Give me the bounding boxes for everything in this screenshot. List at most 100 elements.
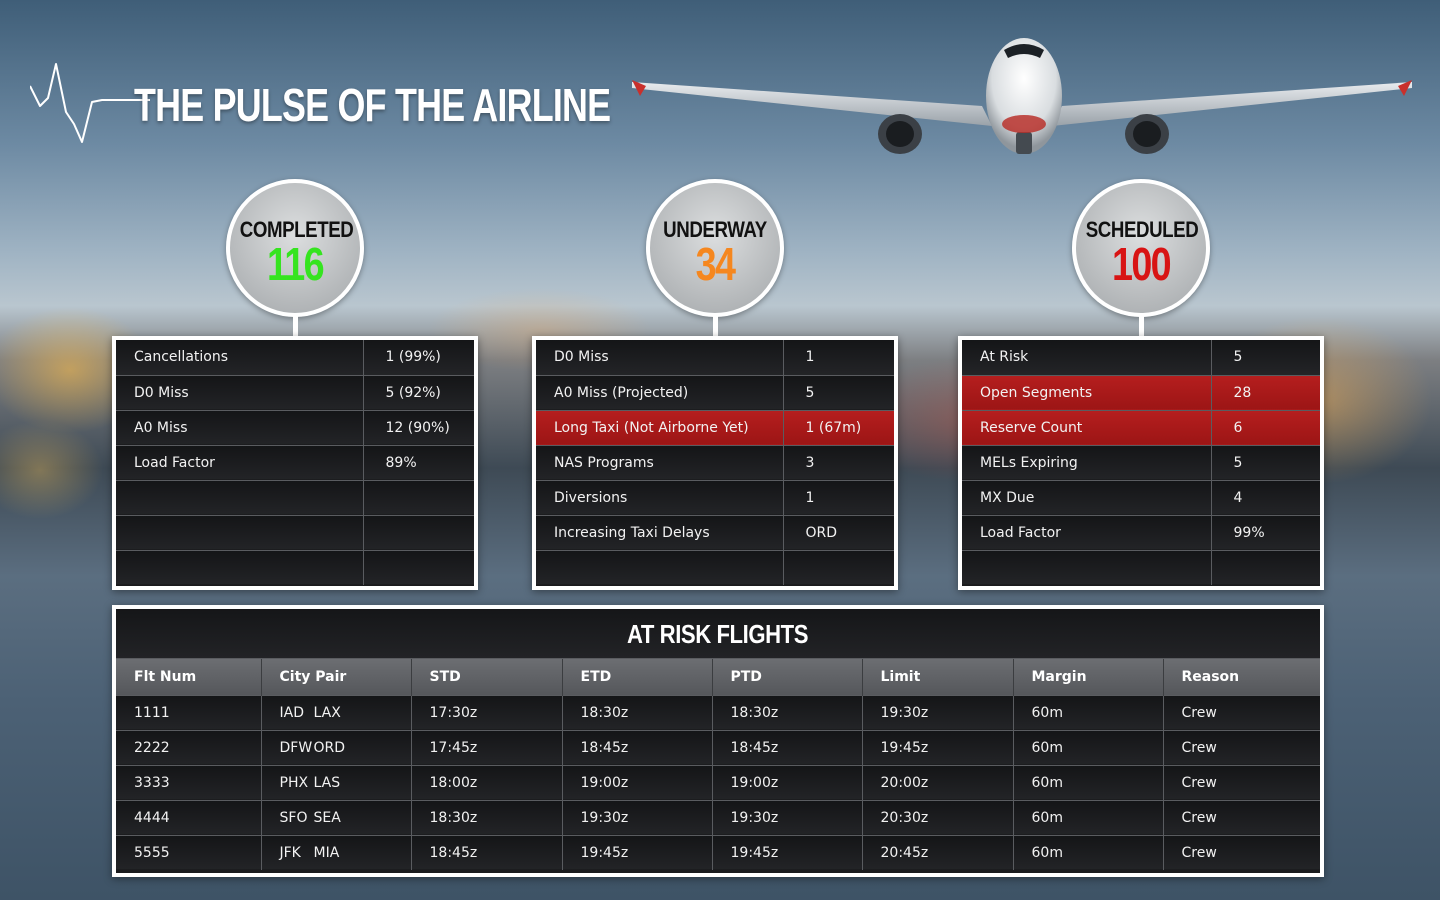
- stat-value: 3: [782, 445, 894, 481]
- stat-row: Reserve Count 6: [962, 410, 1320, 446]
- limit-cell: 20:00z: [861, 764, 1013, 800]
- reason-cell: Crew: [1162, 764, 1320, 800]
- stat-value: 6: [1210, 410, 1320, 446]
- stat-value: ORD: [782, 515, 894, 551]
- stat-label: MELs Expiring: [962, 445, 1211, 481]
- limit-cell: 19:45z: [861, 729, 1013, 765]
- stat-row: Open Segments 28: [962, 375, 1320, 411]
- column-header: Reason: [1162, 659, 1320, 695]
- stat-value: 5: [1210, 340, 1320, 376]
- destination-code: LAX: [313, 704, 341, 721]
- underway-table: D0 Miss 1 A0 Miss (Projected) 5 Long Taxi (N…: [536, 340, 894, 585]
- stat-label: MX Due: [962, 480, 1211, 516]
- city-pair-cell: SFO SEA: [260, 799, 411, 835]
- page-title: THE PULSE OF THE AIRLINE: [134, 79, 611, 131]
- etd-cell: 18:45z: [561, 729, 712, 765]
- stat-value: [782, 550, 894, 585]
- stat-row: [116, 480, 474, 516]
- stat-row: NAS Programs 3: [536, 445, 894, 481]
- scheduled-table: At Risk 5 Open Segments 28 Reserve Count 6 MEL…: [962, 340, 1320, 585]
- table-row: 3333 PHX LAS 18:00z 19:00z 19:00z 20:00z 60m Cre…: [116, 764, 1320, 800]
- stat-row: [962, 550, 1320, 585]
- std-cell: 18:30z: [410, 799, 562, 835]
- stat-value: 5 (92%): [362, 375, 474, 411]
- std-cell: 18:00z: [410, 764, 562, 800]
- stat-row: A0 Miss 12 (90%): [116, 410, 474, 446]
- stat-value: 12 (90%): [362, 410, 474, 446]
- completed-panel: Cancellations 1 (99%) D0 Miss 5 (92%) A0 Mis…: [112, 336, 478, 590]
- column-header: Margin: [1012, 659, 1163, 695]
- city-pair-cell: JFK MIA: [260, 834, 411, 870]
- stat-value: [362, 480, 474, 516]
- origin-code: SFO: [279, 809, 308, 826]
- column-header: PTD: [711, 659, 862, 695]
- stat-row: A0 Miss (Projected) 5: [536, 375, 894, 411]
- header: THE PULSE OF THE AIRLINE: [30, 62, 611, 144]
- at-risk-table: Flt Num City Pair STD ETD PTD Limit Margin Reas…: [116, 659, 1320, 870]
- flt-cell: 2222: [116, 729, 261, 765]
- at-risk-panel: AT RISK FLIGHTS Flt Num City Pair STD ETD PT…: [112, 605, 1324, 877]
- underway-panel: D0 Miss 1 A0 Miss (Projected) 5 Long Taxi (N…: [532, 336, 898, 590]
- underway-label: UNDERWAY: [663, 217, 767, 242]
- margin-cell: 60m: [1012, 764, 1163, 800]
- stat-value: 89%: [362, 445, 474, 481]
- completed-connector: [293, 315, 298, 339]
- underway-connector: [713, 315, 718, 339]
- stat-label: [116, 480, 363, 516]
- stat-label: A0 Miss: [116, 410, 363, 446]
- stat-value: 1 (67m): [782, 410, 894, 446]
- stat-row: MX Due 4: [962, 480, 1320, 516]
- stat-label: Increasing Taxi Delays: [536, 515, 783, 551]
- stat-label: [962, 550, 1211, 585]
- stat-label: Reserve Count: [962, 410, 1211, 446]
- origin-code: IAD: [279, 704, 305, 721]
- origin-code: JFK: [279, 844, 301, 861]
- limit-cell: 20:45z: [861, 834, 1013, 870]
- stat-value: 1: [782, 480, 894, 516]
- limit-cell: 19:30z: [861, 694, 1013, 730]
- underway-badge: UNDERWAY 34: [646, 179, 784, 317]
- stat-label: [116, 515, 363, 551]
- margin-cell: 60m: [1012, 729, 1163, 765]
- etd-cell: 19:30z: [561, 799, 712, 835]
- destination-code: ORD: [313, 739, 346, 756]
- stat-label: At Risk: [962, 340, 1211, 376]
- stat-row: [116, 515, 474, 551]
- etd-cell: 19:00z: [561, 764, 712, 800]
- flt-cell: 4444: [116, 799, 261, 835]
- stat-value: 5: [782, 375, 894, 411]
- stat-value: 99%: [1210, 515, 1320, 551]
- destination-code: SEA: [313, 809, 341, 826]
- stat-label: D0 Miss: [116, 375, 363, 411]
- stat-label: Open Segments: [962, 375, 1211, 411]
- destination-code: LAS: [313, 774, 341, 791]
- stat-value: [1210, 550, 1320, 585]
- completed-label: COMPLETED: [239, 217, 354, 242]
- stat-row: Load Factor 89%: [116, 445, 474, 481]
- std-cell: 18:45z: [410, 834, 562, 870]
- stat-label: A0 Miss (Projected): [536, 375, 783, 411]
- reason-cell: Crew: [1162, 694, 1320, 730]
- at-risk-title: AT RISK FLIGHTS: [116, 609, 1320, 659]
- stat-label: D0 Miss: [536, 340, 783, 376]
- column-header: STD: [410, 659, 562, 695]
- margin-cell: 60m: [1012, 694, 1163, 730]
- scheduled-badge: SCHEDULED 100: [1072, 179, 1210, 317]
- stat-row: [536, 550, 894, 585]
- stat-value: 1 (99%): [362, 340, 474, 376]
- etd-cell: 19:45z: [561, 834, 712, 870]
- column-header: ETD: [561, 659, 712, 695]
- stat-value: 1: [782, 340, 894, 376]
- flt-cell: 5555: [116, 834, 261, 870]
- flt-cell: 3333: [116, 764, 261, 800]
- city-pair-cell: DFWORD: [260, 729, 411, 765]
- stat-value: 5: [1210, 445, 1320, 481]
- stat-row: D0 Miss 1: [536, 340, 894, 376]
- stat-label: Load Factor: [962, 515, 1211, 551]
- ptd-cell: 18:30z: [711, 694, 862, 730]
- std-cell: 17:30z: [410, 694, 562, 730]
- flt-cell: 1111: [116, 694, 261, 730]
- reason-cell: Crew: [1162, 834, 1320, 870]
- margin-cell: 60m: [1012, 799, 1163, 835]
- completed-count: 116: [267, 238, 325, 290]
